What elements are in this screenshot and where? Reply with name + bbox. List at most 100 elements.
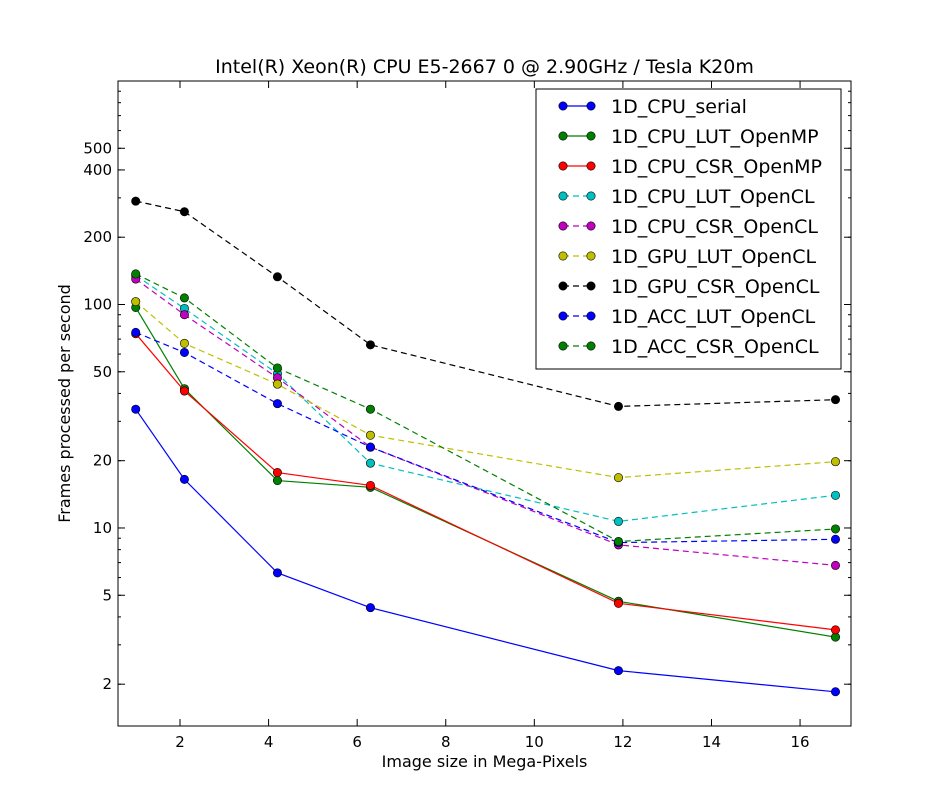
- x-tick-label: 6: [352, 733, 362, 751]
- data-point: [365, 430, 375, 440]
- series-1D_ACC_CSR_OpenCL: [131, 269, 840, 546]
- series-line: [135, 200, 836, 408]
- y-tick-label: 50: [93, 363, 112, 381]
- legend-marker: [558, 161, 568, 171]
- legend-marker: [586, 131, 596, 141]
- data-point: [365, 340, 375, 350]
- legend-marker: [586, 251, 596, 261]
- data-point: [131, 196, 141, 206]
- legend-marker: [586, 191, 596, 201]
- series-line: [135, 278, 836, 566]
- legend-item: 1D_GPU_CSR_OpenCL: [558, 276, 820, 298]
- data-point: [613, 666, 623, 676]
- data-point: [179, 338, 189, 348]
- data-point: [830, 524, 840, 534]
- legend-marker: [558, 191, 568, 201]
- data-point: [365, 480, 375, 490]
- data-point: [613, 401, 623, 411]
- y-tick-label: 5: [102, 586, 112, 604]
- legend-item: 1D_CPU_serial: [558, 96, 747, 118]
- data-point: [613, 536, 623, 546]
- legend-marker: [558, 311, 568, 321]
- data-point: [131, 269, 141, 279]
- data-point: [272, 476, 282, 486]
- legend-item: 1D_ACC_LUT_OpenCL: [558, 306, 816, 328]
- series-line: [135, 274, 836, 523]
- y-tick-label: 10: [93, 519, 112, 537]
- data-point: [613, 473, 623, 483]
- legend-item: 1D_CPU_CSR_OpenCL: [558, 216, 818, 238]
- chart-title: Intel(R) Xeon(R) CPU E5-2667 0 @ 2.90GHz…: [215, 56, 754, 78]
- legend-marker: [586, 311, 596, 321]
- data-point: [830, 395, 840, 405]
- legend-marker: [558, 341, 568, 351]
- data-point: [272, 379, 282, 389]
- data-point: [830, 687, 840, 697]
- legend-item: 1D_CPU_LUT_OpenCL: [558, 186, 815, 208]
- data-point: [179, 293, 189, 303]
- x-tick-label: 10: [525, 733, 544, 751]
- data-point: [365, 458, 375, 468]
- legend-marker: [558, 131, 568, 141]
- legend-marker: [558, 101, 568, 111]
- legend-label: 1D_GPU_LUT_OpenCL: [611, 246, 816, 268]
- legend-label: 1D_CPU_LUT_OpenMP: [611, 126, 819, 148]
- legend-item: 1D_GPU_LUT_OpenCL: [558, 246, 816, 268]
- data-point: [613, 516, 623, 526]
- legend-label: 1D_CPU_CSR_OpenMP: [611, 156, 822, 178]
- y-tick-label: 500: [83, 139, 112, 157]
- legend-label: 1D_CPU_CSR_OpenCL: [611, 216, 818, 238]
- legend-label: 1D_CPU_LUT_OpenCL: [611, 186, 815, 208]
- data-point: [179, 386, 189, 396]
- legend-item: 1D_CPU_CSR_OpenMP: [558, 156, 822, 178]
- x-tick-label: 8: [441, 733, 451, 751]
- plot-frame: [117, 80, 852, 727]
- data-point: [272, 272, 282, 282]
- data-point: [131, 327, 141, 337]
- data-point: [272, 399, 282, 409]
- legend-label: 1D_CPU_serial: [611, 96, 747, 118]
- series-line: [135, 333, 836, 631]
- legend-label: 1D_ACC_LUT_OpenCL: [611, 306, 816, 328]
- legend-marker: [558, 251, 568, 261]
- x-tick-label: 2: [175, 733, 185, 751]
- data-point: [613, 598, 623, 608]
- series-1D_CPU_CSR_OpenMP: [131, 329, 840, 635]
- x-tick-label: 16: [791, 733, 810, 751]
- data-point: [365, 603, 375, 613]
- series-1D_GPU_LUT_OpenCL: [131, 297, 840, 483]
- data-point: [179, 474, 189, 484]
- legend-item: 1D_ACC_CSR_OpenCL: [558, 336, 819, 358]
- data-point: [365, 442, 375, 452]
- data-point: [131, 404, 141, 414]
- legend-marker: [586, 221, 596, 231]
- series-1D_GPU_CSR_OpenCL: [131, 196, 840, 411]
- data-point: [179, 207, 189, 217]
- data-point: [830, 560, 840, 570]
- legend-marker: [586, 101, 596, 111]
- legend-label: 1D_ACC_CSR_OpenCL: [611, 336, 819, 358]
- legend-marker: [586, 341, 596, 351]
- legend-marker: [586, 281, 596, 291]
- y-axis-label: Frames processed per second: [55, 284, 74, 523]
- series-line: [135, 408, 836, 693]
- data-point: [179, 347, 189, 357]
- x-tick-label: 14: [702, 733, 721, 751]
- series-line: [135, 301, 836, 479]
- y-tick-label: 100: [83, 295, 112, 313]
- legend-label: 1D_GPU_CSR_OpenCL: [611, 276, 820, 298]
- legend: 1D_CPU_serial 1D_CPU_LUT_OpenMP 1D_CPU_CSR…: [535, 88, 842, 370]
- tick-layer: 2 4 6 8 10 12 14 16 2 5 10 20 50 100 200 400 500: [83, 80, 851, 751]
- series-line: [135, 273, 836, 543]
- data-point: [830, 457, 840, 467]
- data-point: [272, 468, 282, 478]
- y-tick-label: 400: [83, 161, 112, 179]
- series-1D_CPU_serial: [131, 404, 840, 697]
- y-tick-label: 20: [93, 452, 112, 470]
- data-point: [830, 534, 840, 544]
- data-point: [131, 297, 141, 307]
- data-point: [365, 404, 375, 414]
- legend-marker: [586, 161, 596, 171]
- series-line: [135, 331, 836, 544]
